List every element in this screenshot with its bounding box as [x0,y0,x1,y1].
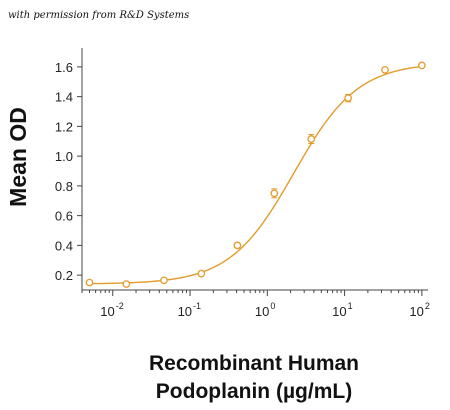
data-point [197,269,206,278]
x-tick-label-exponent: -2 [116,301,124,311]
point-marker [85,278,94,287]
y-tick-label: 1.0 [55,149,73,164]
x-tick-label-base: 10 [178,304,192,319]
point-marker [160,276,168,285]
permission-caption: with permission from R&D Systems [8,10,190,21]
point-marker [381,66,389,74]
data-point [85,278,94,287]
point-marker [197,269,206,278]
y-tick-label: 0.8 [55,179,73,194]
x-tick-label-exponent: 1 [348,301,353,311]
data-point [418,61,426,70]
x-axis-label-line1: Recombinant Human [149,352,359,375]
y-tick-label: 1.4 [55,90,73,105]
point-marker [122,280,131,288]
point-marker [270,189,279,198]
point-marker [418,61,426,70]
point-marker [233,241,242,250]
x-tick-label-base: 10 [332,304,346,319]
x-tick-label-exponent: 2 [425,301,430,311]
point-marker [344,94,352,102]
y-tick-label: 0.4 [55,238,73,253]
x-tick-label-exponent: -1 [193,301,201,311]
data-points [85,61,426,288]
data-point [381,66,389,74]
y-axis: 0.2 0.4 0.6 0.8 1.0 1.2 1.4 1.6 [55,48,83,290]
x-tick-label-base: 10 [100,304,114,319]
fit-curve [89,65,422,285]
y-tick-label: 1.6 [55,60,73,75]
data-point [344,93,352,103]
x-tick-label-exponent: 0 [270,301,275,311]
data-point [233,241,242,250]
y-tick-label: 1.2 [55,119,73,134]
x-tick-label-base: 10 [409,304,423,319]
point-marker [307,135,316,143]
y-tick-label: 0.6 [55,209,73,224]
data-point [270,188,279,199]
x-axis: 10 -2 10 -1 10 0 10 1 10 2 [81,289,430,319]
data-point [307,134,316,144]
data-point [122,280,131,288]
x-tick-label-base: 10 [255,304,269,319]
y-tick-label: 0.2 [55,268,73,283]
data-point [160,276,168,285]
y-axis-label: Mean OD [5,107,31,207]
x-axis-label-line2: Podoplanin (µg/mL) [156,380,352,403]
